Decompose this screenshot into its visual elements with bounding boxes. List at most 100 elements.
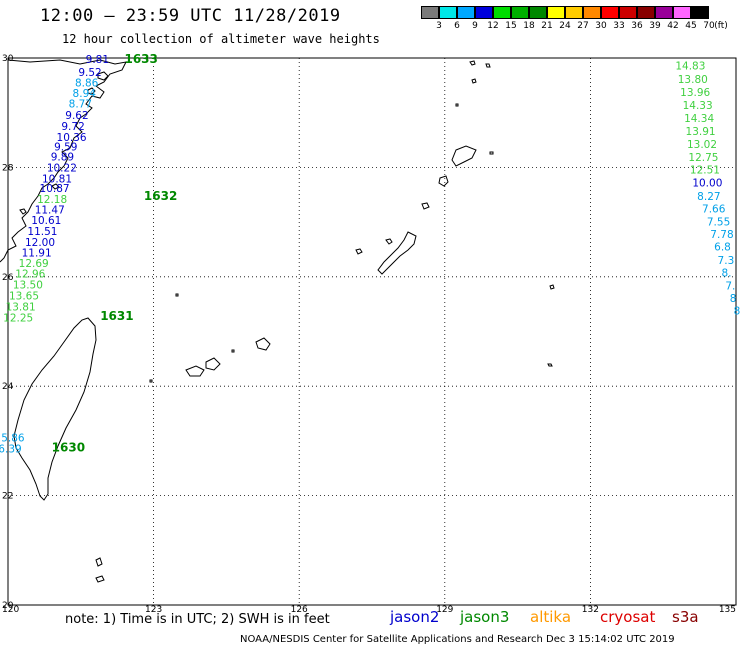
legend-swatch bbox=[493, 6, 511, 19]
wave-height-value: 8. bbox=[721, 267, 731, 279]
legend-swatch bbox=[655, 6, 673, 19]
wave-height-value: 12.69 bbox=[19, 258, 49, 270]
tiny-islet-a bbox=[175, 293, 179, 297]
wave-height-value: 13.50 bbox=[13, 279, 43, 291]
legend-swatch bbox=[511, 6, 529, 19]
legend-swatch bbox=[673, 6, 691, 19]
wave-height-value: 7.55 bbox=[707, 217, 730, 229]
footer-note: note: 1) Time is in UTC; 2) SWH is in fe… bbox=[65, 612, 330, 627]
color-legend bbox=[421, 6, 709, 19]
legend-tick-label: 3 bbox=[436, 21, 442, 31]
lon-tick-label: 123 bbox=[145, 605, 162, 615]
wave-height-value: 8.86 bbox=[75, 78, 99, 90]
wave-height-value: 12.96 bbox=[15, 269, 45, 281]
wave-height-value: 7.3 bbox=[718, 255, 735, 267]
wave-height-value: 13.02 bbox=[687, 139, 717, 151]
legend-swatch bbox=[439, 6, 457, 19]
lat-tick-label: 22 bbox=[2, 492, 13, 502]
wave-height-value: 7.66 bbox=[702, 203, 726, 215]
wave-height-value: 7.78 bbox=[710, 229, 733, 241]
legend-swatch bbox=[601, 6, 619, 19]
wave-height-value: 6.39 bbox=[0, 444, 22, 456]
okinoerabu bbox=[421, 202, 430, 210]
wave-height-value: 9.62 bbox=[65, 110, 88, 122]
wave-height-value: 12.75 bbox=[688, 152, 718, 164]
wave-height-value: 9.72 bbox=[61, 121, 84, 133]
lat-tick-label: 24 bbox=[2, 382, 14, 392]
wave-height-value: 14.34 bbox=[684, 113, 714, 125]
lon-tick-label: 120 bbox=[2, 605, 19, 615]
coastal-islet-3 bbox=[51, 183, 60, 190]
satellite-name: cryosat bbox=[600, 608, 656, 626]
okinawa-coastline bbox=[377, 231, 417, 275]
legend-tick-label: 24 bbox=[559, 21, 571, 31]
legend-tick-label: 15 bbox=[505, 21, 517, 31]
lat-tick-label: 20 bbox=[2, 601, 14, 611]
legend-swatch bbox=[565, 6, 583, 19]
iheya-island bbox=[385, 238, 393, 245]
page-title: 12:00 – 23:59 UTC 11/28/2019 bbox=[40, 6, 341, 26]
legend-tick-label: 9 bbox=[472, 21, 478, 31]
wave-height-value: 14.83 bbox=[675, 61, 705, 73]
tiny-islet-c bbox=[149, 379, 153, 383]
lon-tick-label: 135 bbox=[719, 605, 736, 615]
wave-height-value: 10.81 bbox=[42, 173, 72, 185]
legend-swatch bbox=[547, 6, 565, 19]
wave-height-value: 7. bbox=[725, 281, 735, 293]
altimeter-tracks: 9.819.528.868.948.779.629.7210.369.599.8… bbox=[0, 54, 740, 455]
wave-height-value: 13.81 bbox=[6, 301, 36, 313]
wave-height-value: 12.51 bbox=[690, 165, 720, 177]
china-coastline bbox=[0, 59, 127, 263]
legend-tick-label: 45 bbox=[685, 21, 697, 31]
wave-height-value: 11.51 bbox=[27, 226, 57, 238]
lat-tick-label: 30 bbox=[2, 54, 14, 64]
legend-tick-label: 36 bbox=[631, 21, 643, 31]
miyako-coastline bbox=[185, 365, 205, 377]
legend-tick-label: 39 bbox=[649, 21, 661, 31]
wave-height-value: 11.91 bbox=[22, 248, 52, 260]
daito-islet bbox=[549, 284, 555, 290]
ishigaki-coastline bbox=[205, 357, 221, 371]
wave-height-value: 14.33 bbox=[683, 100, 713, 112]
wave-height-value: 8 bbox=[730, 293, 737, 305]
southern-islet-1 bbox=[95, 557, 103, 567]
wave-height-value: 8.77 bbox=[69, 98, 92, 110]
pass-number-label: 1630 bbox=[52, 440, 85, 454]
pass-number-label: 1631 bbox=[100, 309, 133, 323]
wave-height-value: 11.47 bbox=[35, 205, 65, 217]
tiny-islet-b bbox=[231, 349, 235, 353]
legend-tick-label: 42 bbox=[667, 21, 679, 31]
amami-coastline bbox=[451, 145, 477, 167]
wave-height-value: 10.61 bbox=[31, 215, 61, 227]
wave-height-value: 6.8 bbox=[714, 242, 731, 254]
map-grid bbox=[7, 57, 737, 606]
tiny-islet-d bbox=[455, 103, 459, 107]
satellite-name: jason2 bbox=[390, 608, 440, 626]
tiny-islet-e bbox=[489, 151, 494, 155]
legend-tick-label: 18 bbox=[523, 21, 535, 31]
legend-tick-label: 30 bbox=[595, 21, 607, 31]
satellite-name: jason3 bbox=[460, 608, 510, 626]
map-frame bbox=[7, 57, 737, 606]
satellite-name: s3a bbox=[672, 608, 699, 626]
taiwan-coastline bbox=[13, 317, 97, 501]
coastal-islet-4 bbox=[19, 208, 27, 215]
pass-labels: 1633 1632 1631 1630 bbox=[52, 52, 178, 454]
wave-height-value: 10.87 bbox=[40, 183, 70, 195]
legend-unit: (ft) bbox=[714, 21, 728, 31]
southern-islet-2 bbox=[95, 575, 105, 583]
tokunoshima bbox=[438, 175, 449, 187]
coastlines bbox=[0, 59, 555, 583]
wave-height-value: 8 bbox=[734, 306, 740, 318]
lon-tick-label: 126 bbox=[291, 605, 308, 615]
wave-height-value: 8.94 bbox=[73, 88, 97, 100]
lat-tick-label: 28 bbox=[2, 163, 14, 173]
wave-height-value: 10.00 bbox=[692, 178, 722, 190]
wave-height-value: 13.96 bbox=[680, 87, 710, 99]
legend-tick-label: 33 bbox=[613, 21, 625, 31]
wave-height-value: 13.65 bbox=[9, 290, 39, 302]
pass-number-label: 1633 bbox=[124, 52, 157, 66]
wave-height-value: 12.25 bbox=[3, 312, 33, 324]
lon-tick-label: 129 bbox=[436, 605, 453, 615]
